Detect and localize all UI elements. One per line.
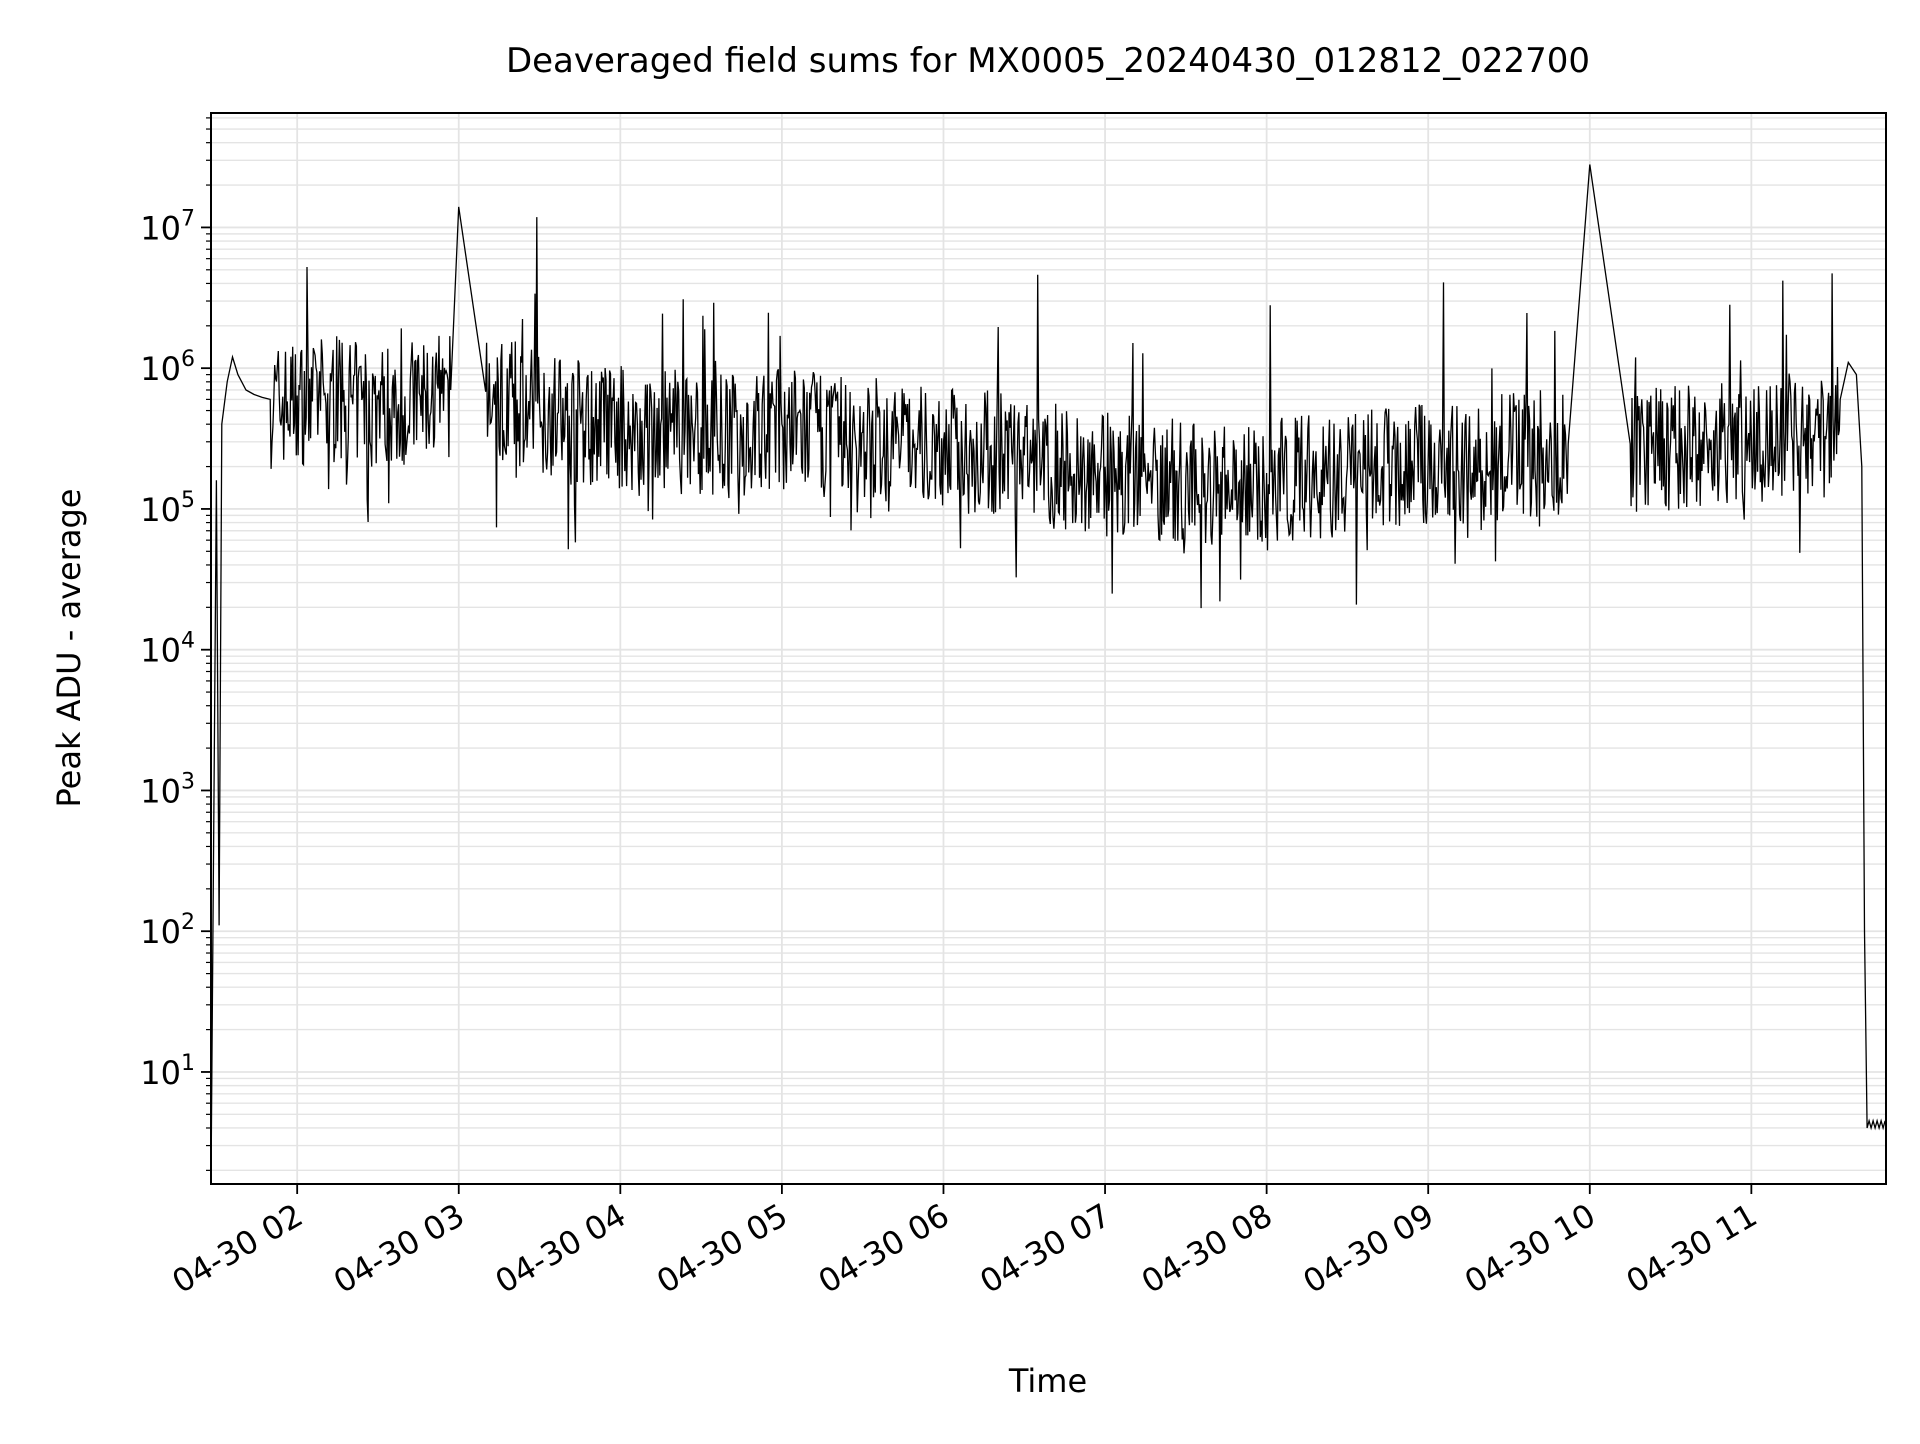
chart-title: Deaveraged field sums for MX0005_2024043… [506,41,1590,81]
x-tick-label: 04-30 05 [650,1196,794,1301]
y-tick-label: 106 [140,347,195,388]
y-tick-base: 10 [140,772,181,810]
x-tick-label: 04-30 09 [1297,1196,1441,1301]
y-tick-label: 105 [140,488,195,529]
x-tick-label: 04-30 02 [166,1196,310,1301]
y-tick-exponent: 5 [181,488,195,513]
grid-lines [211,113,1886,1184]
y-tick-exponent: 4 [181,629,195,654]
x-tick-label: 04-30 04 [489,1196,633,1301]
y-tick-exponent: 6 [181,347,195,372]
y-tick-label: 101 [140,1051,195,1092]
y-tick-exponent: 2 [181,910,195,935]
series-line [210,164,1886,1185]
y-tick-label: 102 [140,910,195,951]
x-tick-label: 04-30 07 [973,1196,1117,1301]
y-tick-exponent: 7 [181,206,195,231]
x-axis-label: Time [1008,1362,1087,1400]
x-tick-label: 04-30 08 [1135,1196,1279,1301]
y-tick-label: 103 [140,769,195,810]
y-tick-exponent: 1 [181,1051,195,1076]
y-tick-base: 10 [140,209,181,247]
x-tick-label: 04-30 10 [1458,1196,1602,1301]
y-tick-base: 10 [140,491,181,529]
x-tick-label: 04-30 11 [1620,1196,1764,1301]
x-tick-label: 04-30 06 [812,1196,956,1301]
y-tick-base: 10 [140,913,181,951]
y-axis-label: Peak ADU - average [50,489,88,808]
y-tick-base: 10 [140,632,181,670]
y-tick-base: 10 [140,350,181,388]
y-tick-label: 107 [140,206,195,247]
y-tick-exponent: 3 [181,769,195,794]
plot-frame [210,112,1887,1185]
y-tick-label: 104 [140,629,195,670]
y-tick-base: 10 [140,1054,181,1092]
x-axis: 04-30 02 04-30 03 04-30 04 04-30 05 04-30 06… [166,1184,1764,1301]
x-tick-label: 04-30 03 [327,1196,471,1301]
